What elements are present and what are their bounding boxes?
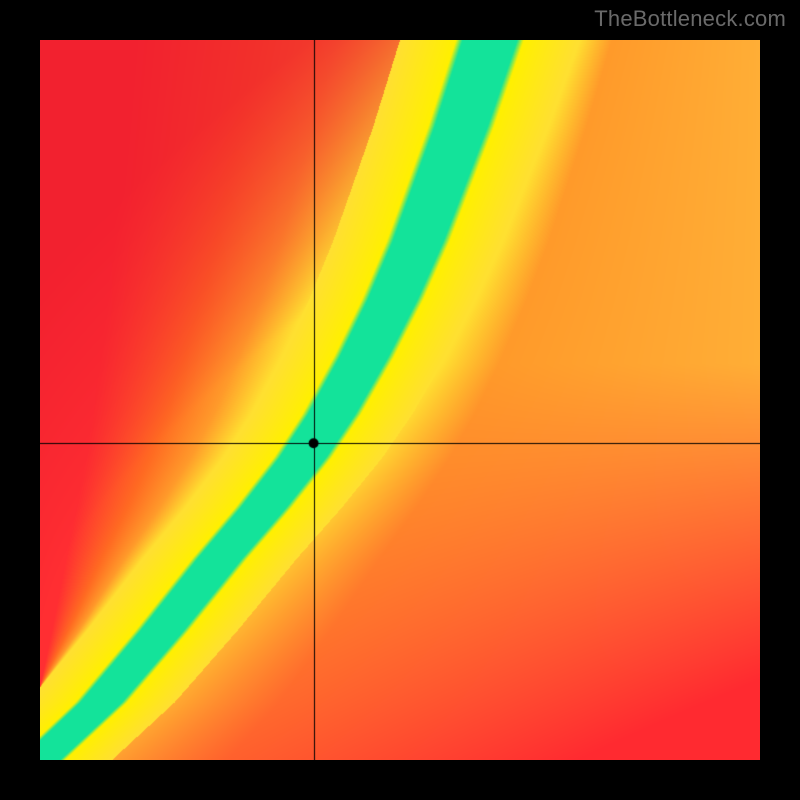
bottleneck-heatmap <box>40 40 760 760</box>
crosshair-overlay <box>40 40 760 760</box>
watermark-text: TheBottleneck.com <box>594 6 786 32</box>
